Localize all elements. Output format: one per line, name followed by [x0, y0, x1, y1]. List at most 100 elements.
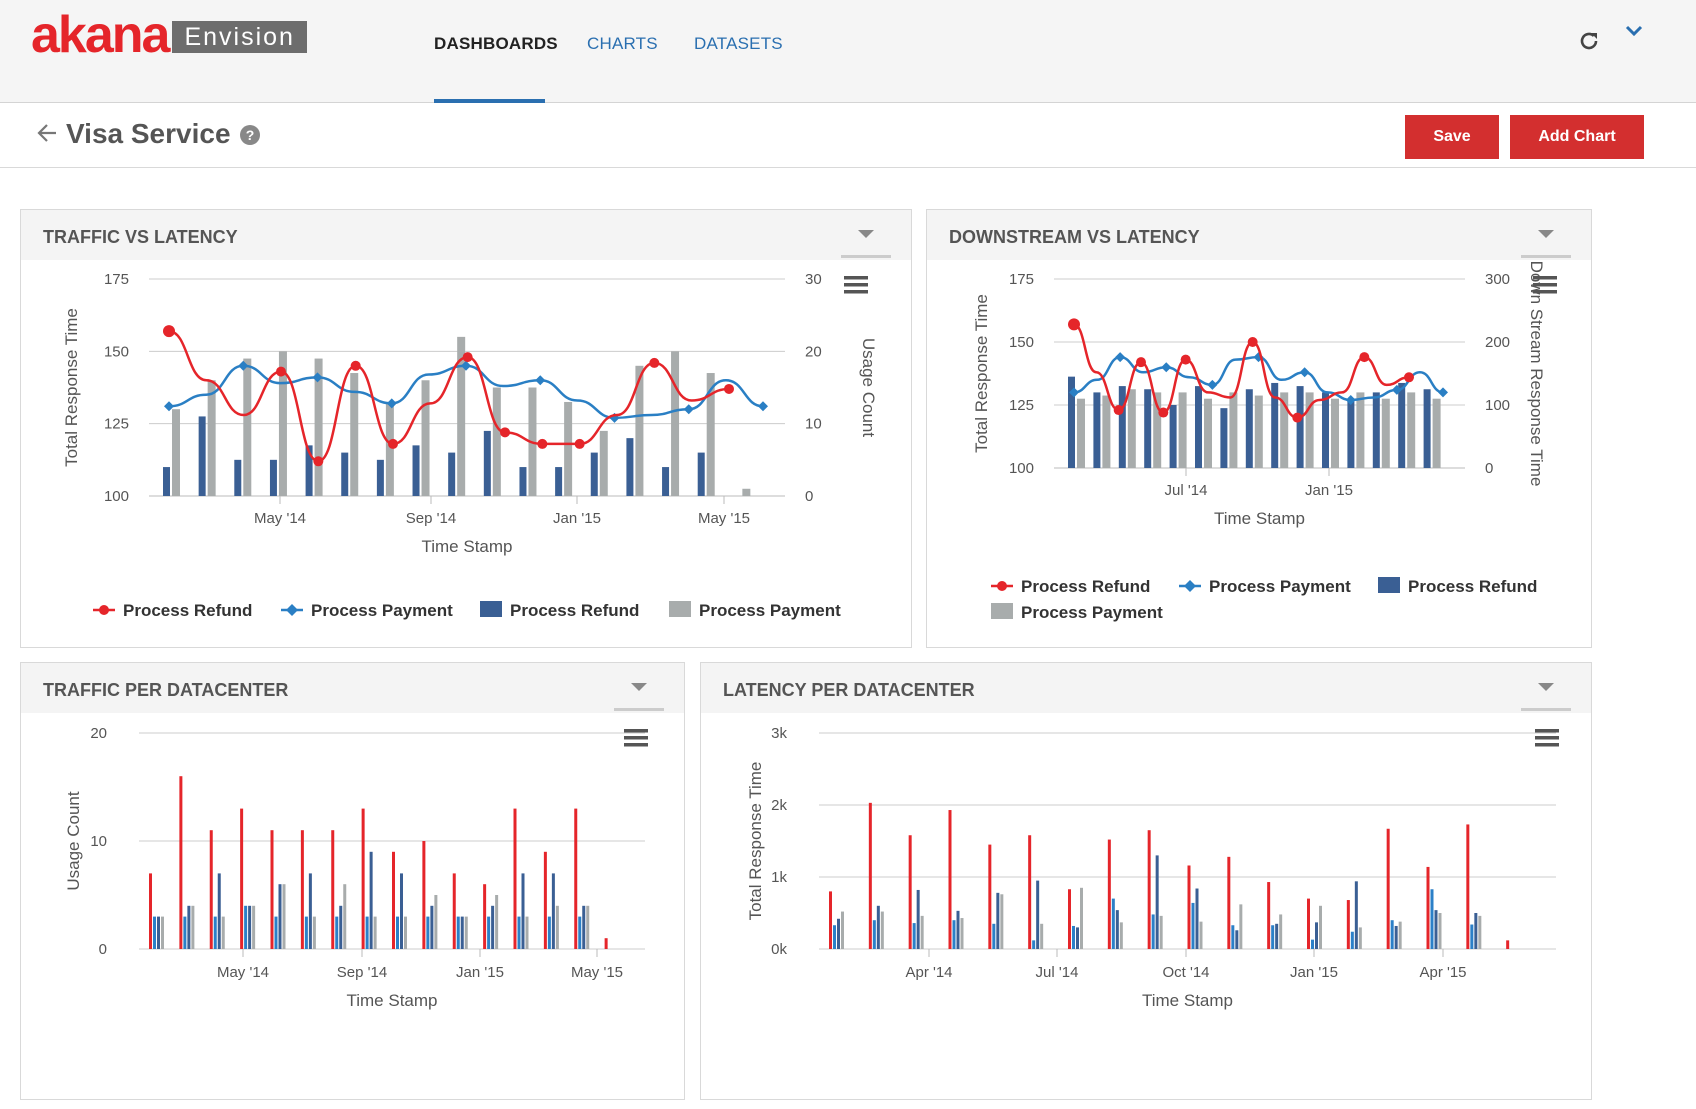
y-axis-title: Total Response Time [972, 294, 991, 453]
chart-menu-icon [624, 736, 648, 740]
bar-process-refund [1169, 405, 1177, 468]
y-tick-label: 10 [90, 833, 107, 850]
brand-name: akana [31, 6, 170, 64]
bar-asia [1187, 865, 1191, 949]
process-payment-point [1115, 352, 1126, 363]
bar-asia [452, 873, 456, 949]
bar-process-payment [207, 380, 216, 496]
tab-datasets[interactable]: DATASETS [694, 34, 783, 53]
y-tick-label: 20 [90, 725, 107, 742]
x-axis-title: Time Stamp [346, 991, 437, 1010]
bar-iowa [1115, 910, 1119, 949]
chart-menu-icon [1535, 743, 1559, 747]
legend-label-process-payment: Process Payment [1021, 603, 1163, 622]
bar-california [912, 923, 916, 949]
bar-newyork [404, 916, 407, 949]
x-tick-label: Jan '15 [1305, 482, 1353, 499]
bar-asia [1107, 839, 1111, 949]
process-refund-line [168, 329, 730, 463]
process-refund-point [1404, 372, 1414, 383]
tab-charts[interactable]: CHARTS [587, 34, 658, 53]
bar-process-refund [697, 452, 705, 496]
y-tick-label: 0k [771, 941, 787, 958]
y-tick-label: 175 [1009, 271, 1034, 288]
bar-process-refund [448, 452, 456, 496]
bar-newyork [373, 916, 377, 949]
bar-california [213, 916, 217, 949]
y-axis-title: Total Response Time [62, 308, 81, 467]
legend-swatch [991, 603, 1013, 619]
bar-california [365, 916, 369, 949]
bar-process-payment [1381, 398, 1390, 468]
panel-dropdown-icon[interactable] [1521, 214, 1571, 258]
bar-asia [1267, 882, 1271, 949]
y2-tick-label: 300 [1485, 271, 1510, 288]
bar-newyork [252, 905, 256, 949]
bar-iowa [876, 905, 880, 949]
bar-california [1430, 889, 1434, 949]
panel-dropdown-icon[interactable] [614, 667, 664, 711]
bar-iowa [1195, 888, 1199, 949]
panel-dropdown-icon[interactable] [841, 214, 891, 258]
save-button[interactable]: Save [1405, 115, 1499, 159]
add-chart-button[interactable]: Add Chart [1510, 115, 1644, 159]
bar-california [304, 916, 308, 949]
brand-logo[interactable]: akana Envision [31, 6, 307, 64]
bar-asia [392, 851, 395, 949]
y2-axis-title: Down Stream Response Time [1527, 261, 1546, 487]
process-refund-point [313, 456, 324, 467]
bar-asia [422, 841, 426, 949]
process-payment-point [1345, 394, 1356, 405]
bar-process-refund [1296, 386, 1304, 468]
bar-california [1350, 931, 1354, 949]
bar-asia [1068, 889, 1071, 949]
bar-process-payment [1153, 392, 1162, 468]
x-tick-label: May '14 [217, 964, 269, 981]
bar-asia [604, 938, 608, 949]
bar-asia [1147, 830, 1151, 949]
panel-dropdown-icon[interactable] [1521, 667, 1571, 711]
bar-california [153, 916, 156, 949]
tab-dashboards[interactable]: DASHBOARDS [434, 34, 558, 53]
bar-california [1470, 924, 1474, 949]
help-icon[interactable]: ? [240, 125, 260, 145]
bar-newyork [343, 884, 347, 949]
bar-process-refund [1118, 386, 1126, 468]
bar-california [1390, 920, 1394, 949]
legend-label-process-refund: Process Refund [1021, 577, 1150, 596]
chart-menu-icon [1535, 736, 1559, 740]
bar-newyork [282, 884, 286, 949]
bar-asia [1227, 856, 1231, 949]
legend-label-process-refund: Process Refund [1408, 577, 1537, 596]
bar-california [1271, 925, 1275, 949]
legend-swatch [1378, 577, 1400, 593]
bar-asia [948, 810, 952, 949]
legend-swatch [480, 601, 502, 617]
chart-menu-icon [1533, 276, 1557, 280]
x-tick-label: Sep '14 [406, 510, 456, 527]
bar-california [1111, 898, 1115, 949]
refresh-icon[interactable] [1578, 30, 1600, 52]
process-refund-point [724, 383, 734, 394]
bar-newyork [1159, 915, 1163, 949]
bar-iowa [187, 905, 191, 949]
y-tick-label: 1k [771, 869, 787, 886]
bar-process-payment [278, 351, 287, 496]
x-tick-label: Jan '15 [1290, 964, 1338, 981]
bar-asia [179, 776, 183, 949]
bar-process-payment [1229, 392, 1238, 468]
bar-iowa [308, 873, 312, 949]
legend-marker [1184, 580, 1196, 592]
chevron-down-icon[interactable] [1624, 24, 1644, 38]
process-refund-point [1180, 354, 1191, 365]
process-refund-point [350, 360, 361, 371]
process-payment-point [1299, 367, 1310, 378]
process-refund-point [1068, 318, 1080, 331]
legend-label-process-payment: Process Payment [1209, 577, 1351, 596]
bar-newyork [464, 916, 468, 949]
process-refund-point [1136, 357, 1146, 368]
bar-newyork [841, 911, 844, 949]
bar-california [183, 916, 187, 949]
process-refund-line [1073, 323, 1410, 419]
back-arrow-icon[interactable] [36, 122, 58, 144]
